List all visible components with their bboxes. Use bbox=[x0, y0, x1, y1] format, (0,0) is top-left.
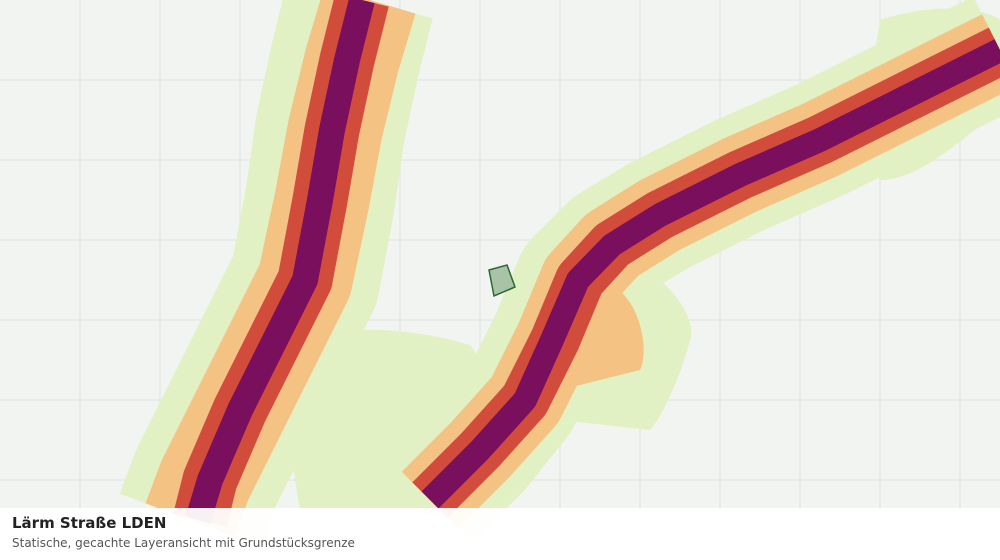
layer-title: Lärm Straße LDEN bbox=[12, 514, 167, 532]
layer-info-panel: Lärm Straße LDEN Statische, gecachte Lay… bbox=[0, 508, 1000, 560]
noise-zone-very-high bbox=[185, 0, 1000, 524]
parcel-boundary[interactable] bbox=[488, 264, 516, 298]
layer-subtitle: Statische, gecachte Layeransicht mit Gru… bbox=[12, 536, 355, 550]
